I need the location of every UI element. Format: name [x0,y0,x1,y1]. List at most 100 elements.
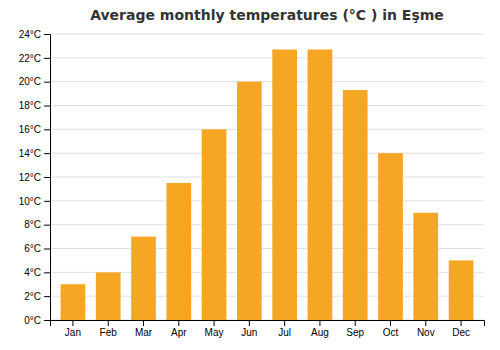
tick: 4°C [24,267,50,278]
grid-line [50,177,484,178]
tick-label: Mar [135,327,153,338]
tick: 18°C [19,100,50,111]
tick-label: Aug [311,327,329,338]
tick-label: 8°C [24,219,41,230]
tick-mark [44,320,50,321]
tick: Jul [278,320,291,338]
bar [378,153,403,320]
tick: 6°C [24,243,50,254]
tick: 24°C [19,29,50,40]
y-axis: 0°C 2°C 4°C 6°C 8°C 10°C 12°C 14°C 16°C 18°C 20°C 2… [19,29,51,326]
tick: May [205,320,224,338]
tick-mark [72,320,73,326]
grid-line [50,57,484,58]
tick-label: Nov [417,327,435,338]
tick-label: 0°C [24,315,41,326]
bar [413,213,438,320]
tick-mark [284,320,285,326]
tick-label: 18°C [19,100,41,111]
tick: 12°C [19,172,50,183]
bar [202,129,227,320]
tick: 10°C [19,196,50,207]
plot: 0°C 2°C 4°C 6°C 8°C 10°C 12°C 14°C 16°C 18°C 20°C 2… [19,29,485,338]
tick-mark [390,320,391,326]
tick-mark [461,320,462,326]
tick: Apr [171,320,187,338]
tick-label: Jun [241,327,257,338]
tick: 8°C [24,219,50,230]
grid-line [50,81,484,82]
tick-mark [44,34,50,35]
tick: Nov [417,320,435,338]
tick: 20°C [19,76,50,87]
chart: 0°C 2°C 4°C 6°C 8°C 10°C 12°C 14°C 16°C 18°C 20°C 2… [0,0,500,350]
tick-mark [355,320,356,326]
tick-label: Jan [65,327,81,338]
tick: Aug [311,320,329,338]
bar [131,237,156,320]
bar [272,49,297,320]
tick: Dec [452,320,470,338]
tick-label: 24°C [19,29,41,40]
tick-mark [44,272,50,273]
tick-label: 10°C [19,196,41,207]
tick-mark [425,320,426,326]
tick-mark [178,320,179,326]
tick-label: 22°C [19,53,41,64]
bar [61,284,86,320]
tick-mark [319,320,320,326]
grid-line [50,105,484,106]
grid-line [50,153,484,154]
tick-mark [44,129,50,130]
bar [449,260,474,320]
bar [237,82,262,320]
tick-mark [44,225,50,226]
tick-mark [44,58,50,59]
tick-mark [214,320,215,326]
tick-label: 14°C [19,148,41,159]
tick: Mar [135,320,153,338]
tick-label: Jul [278,327,291,338]
tick: 14°C [19,148,50,159]
grid [50,34,484,320]
tick: 22°C [19,53,50,64]
tick-label: 6°C [24,243,41,254]
bar [166,183,191,320]
tick: Oct [383,320,399,338]
tick: 16°C [19,124,50,135]
bar [308,49,333,320]
tick-label: 4°C [24,267,41,278]
bar [96,272,121,320]
axis-line [51,321,485,327]
tick-mark [108,320,109,326]
tick: 2°C [24,291,50,302]
tick-mark [44,177,50,178]
tick: 0°C [24,315,50,326]
tick-label: 2°C [24,291,41,302]
axis-line [44,35,51,321]
tick-mark [44,82,50,83]
tick-label: Oct [383,327,399,338]
title: Average monthly temperatures (°C ) in Eş… [90,7,444,23]
tick-mark [44,106,50,107]
tick-label: Feb [100,327,118,338]
bars [61,49,474,320]
tick-label: Dec [452,327,470,338]
tick-label: Apr [171,327,187,338]
x-axis: Jan Feb Mar Apr May Jun Jul Aug Sep Oct Nov Dec [51,320,485,338]
tick-mark [44,296,50,297]
tick-mark [44,201,50,202]
tick: Jan [65,320,81,338]
tick: Jun [241,320,257,338]
tick: Feb [100,320,118,338]
tick-label: May [205,327,224,338]
grid-line [50,34,484,35]
tick-label: 16°C [19,124,41,135]
bar [343,90,368,320]
tick-mark [44,153,50,154]
tick-mark [249,320,250,326]
tick-label: 20°C [19,76,41,87]
grid-line [50,200,484,201]
tick: Sep [346,320,364,338]
tick-label: 12°C [19,172,41,183]
